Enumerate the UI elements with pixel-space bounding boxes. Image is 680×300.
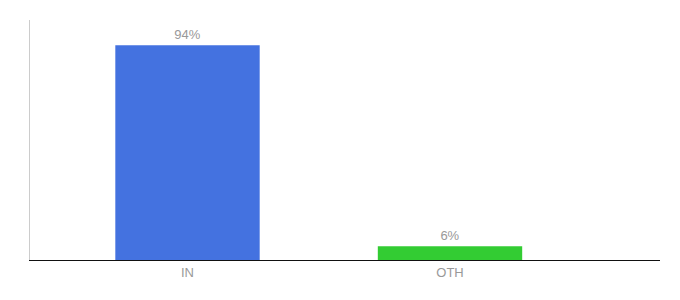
svg-text:94%: 94% (174, 27, 200, 42)
svg-text:6%: 6% (440, 228, 459, 243)
svg-text:IN: IN (181, 265, 194, 280)
svg-text:OTH: OTH (436, 265, 463, 280)
